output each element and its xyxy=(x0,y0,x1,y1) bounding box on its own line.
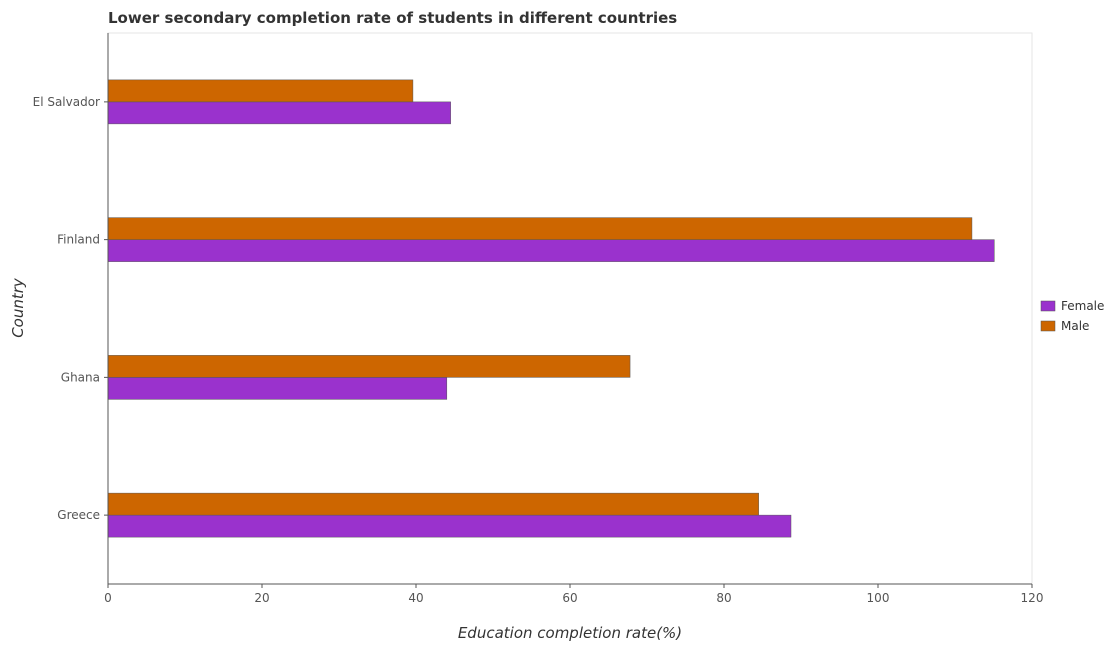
axes-layer: El Salvador Finland Ghana Greece 0 20 40 60 80 10… xyxy=(33,33,1044,605)
y-tick-label: El Salvador xyxy=(33,95,100,109)
legend-label-male: Male xyxy=(1061,319,1089,333)
bar-female-ghana xyxy=(107,377,448,400)
y-tick-label: Finland xyxy=(57,233,100,247)
x-axis-title: Education completion rate(%) xyxy=(458,624,682,642)
legend-swatch-male xyxy=(1040,320,1056,332)
x-tick-label: 0 xyxy=(104,591,112,605)
bar-female-el-salvador xyxy=(107,101,451,125)
bar-male-ghana xyxy=(107,355,631,378)
bar-male-greece xyxy=(107,492,759,516)
bar-male-finland xyxy=(107,217,973,240)
bars-layer xyxy=(107,79,995,538)
y-tick-label: Greece xyxy=(57,508,100,522)
chart-title: Lower secondary completion rate of stude… xyxy=(108,9,677,27)
x-tick-label: 40 xyxy=(408,591,423,605)
y-axis-title: Country xyxy=(9,277,27,338)
bar-male-el-salvador xyxy=(107,79,414,103)
x-tick-label: 20 xyxy=(254,591,269,605)
x-tick-label: 120 xyxy=(1021,591,1044,605)
y-tick-label: Ghana xyxy=(61,370,100,384)
x-tick-label: 60 xyxy=(562,591,577,605)
bar-female-greece xyxy=(107,514,792,538)
plot-area xyxy=(107,32,1033,585)
x-tick-label: 100 xyxy=(867,591,890,605)
x-tick-label: 80 xyxy=(716,591,731,605)
legend-swatch-female xyxy=(1040,300,1056,312)
legend: Female Male xyxy=(1040,299,1104,333)
bar-female-finland xyxy=(107,239,995,262)
legend-label-female: Female xyxy=(1061,299,1104,313)
